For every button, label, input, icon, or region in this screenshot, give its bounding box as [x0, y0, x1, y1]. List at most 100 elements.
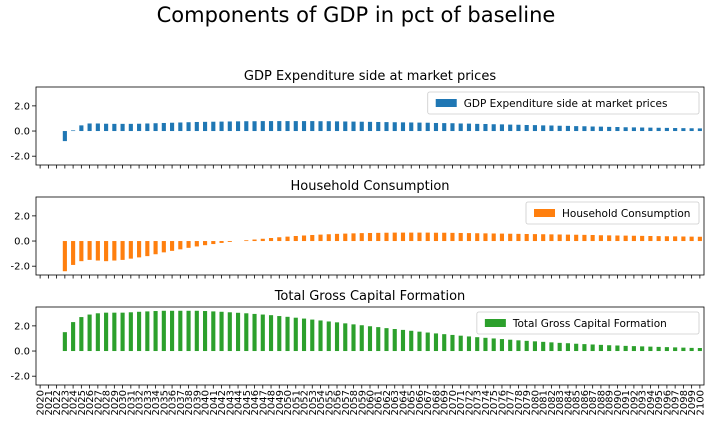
- bar: [598, 235, 603, 242]
- x-tick-label: 2096: [662, 390, 673, 415]
- bar: [186, 310, 191, 352]
- bar: [656, 236, 661, 242]
- bar: [376, 232, 381, 242]
- x-tick-label: 2021: [44, 390, 55, 415]
- bar: [673, 347, 678, 352]
- bar: [400, 329, 406, 352]
- x-tick-label: 2032: [135, 390, 146, 415]
- bar: [483, 233, 488, 242]
- bar: [409, 330, 414, 352]
- bar: [450, 334, 455, 352]
- y-tick-label: 2.0: [14, 211, 30, 222]
- bar: [244, 121, 249, 132]
- bar: [565, 343, 570, 352]
- bar: [203, 241, 208, 246]
- x-tick-label: 2076: [497, 390, 508, 415]
- legend-box: [427, 91, 700, 115]
- x-tick-label: 2044: [234, 390, 245, 415]
- bar: [648, 346, 653, 352]
- bar: [227, 121, 232, 132]
- x-tick-label: 2050: [283, 390, 294, 415]
- bar: [598, 344, 603, 352]
- bar: [145, 123, 150, 132]
- bar: [417, 122, 422, 132]
- x-tick-label: 2025: [77, 390, 88, 415]
- bar: [607, 345, 612, 352]
- bar: [557, 234, 562, 242]
- legend: GDP Expenditure side at market prices: [427, 91, 700, 115]
- x-tick-label: 2038: [184, 390, 195, 415]
- bar: [194, 241, 199, 247]
- bar: [268, 121, 274, 132]
- bar: [79, 125, 84, 132]
- x-tick-label: 2086: [580, 390, 591, 415]
- panel-title: GDP Expenditure side at market prices: [244, 69, 496, 84]
- bar: [549, 125, 554, 132]
- bar: [607, 126, 612, 132]
- x-tick-label: 2041: [209, 390, 220, 415]
- bar: [664, 347, 669, 352]
- bar: [499, 233, 505, 242]
- bar: [532, 341, 537, 352]
- x-tick-label: 2061: [374, 390, 385, 415]
- x-tick-label: 2081: [539, 390, 550, 415]
- bar: [508, 124, 513, 132]
- x-tick-label: 2031: [126, 390, 137, 415]
- bar: [582, 126, 587, 132]
- bar: [277, 237, 282, 242]
- bar: [211, 121, 216, 132]
- bar: [326, 321, 331, 352]
- bar: [384, 122, 389, 132]
- bar: [252, 239, 257, 242]
- bar: [433, 333, 439, 352]
- bar: [425, 232, 430, 242]
- bar: [112, 312, 117, 352]
- panel-2: Household Consumption -2.0 0.0 2.0 Household…: [10, 179, 705, 279]
- bar: [640, 127, 645, 132]
- bar: [235, 312, 241, 352]
- bar: [392, 232, 397, 242]
- bar: [112, 241, 117, 261]
- bar: [326, 121, 331, 132]
- bar: [590, 126, 595, 132]
- y-tick-label: 2.0: [14, 321, 30, 332]
- bar: [137, 241, 142, 258]
- bar: [631, 235, 636, 242]
- bar: [549, 342, 554, 352]
- bar: [466, 233, 472, 242]
- bar: [640, 235, 645, 242]
- x-tick-label: 2095: [654, 390, 665, 415]
- bar: [128, 312, 133, 352]
- bar: [62, 131, 67, 142]
- bar: [211, 241, 216, 245]
- bar: [367, 232, 373, 242]
- bar: [425, 122, 430, 132]
- x-tick-label: 2045: [242, 390, 253, 415]
- bar: [203, 121, 208, 132]
- bar: [450, 232, 455, 242]
- bar: [541, 125, 546, 132]
- bar: [623, 127, 628, 132]
- x-tick-label: 2065: [407, 390, 418, 415]
- y-tick-label: 2.0: [14, 101, 30, 112]
- bar: [656, 346, 661, 352]
- bar: [153, 123, 158, 132]
- y-tick-label: 0.0: [14, 347, 30, 358]
- bar: [541, 341, 546, 352]
- bar: [194, 310, 199, 352]
- bar: [549, 234, 554, 242]
- bar: [359, 121, 364, 132]
- bar: [400, 122, 406, 132]
- x-tick-label: 2051: [291, 390, 302, 415]
- bar: [79, 241, 84, 262]
- x-tick-label: 2091: [621, 390, 632, 415]
- bar: [458, 232, 463, 242]
- bar: [442, 123, 447, 132]
- bar: [384, 232, 389, 242]
- bar: [268, 315, 274, 352]
- bar: [318, 121, 323, 132]
- x-tick-label: 2057: [341, 390, 352, 415]
- bar: [491, 124, 496, 132]
- bar: [153, 311, 158, 352]
